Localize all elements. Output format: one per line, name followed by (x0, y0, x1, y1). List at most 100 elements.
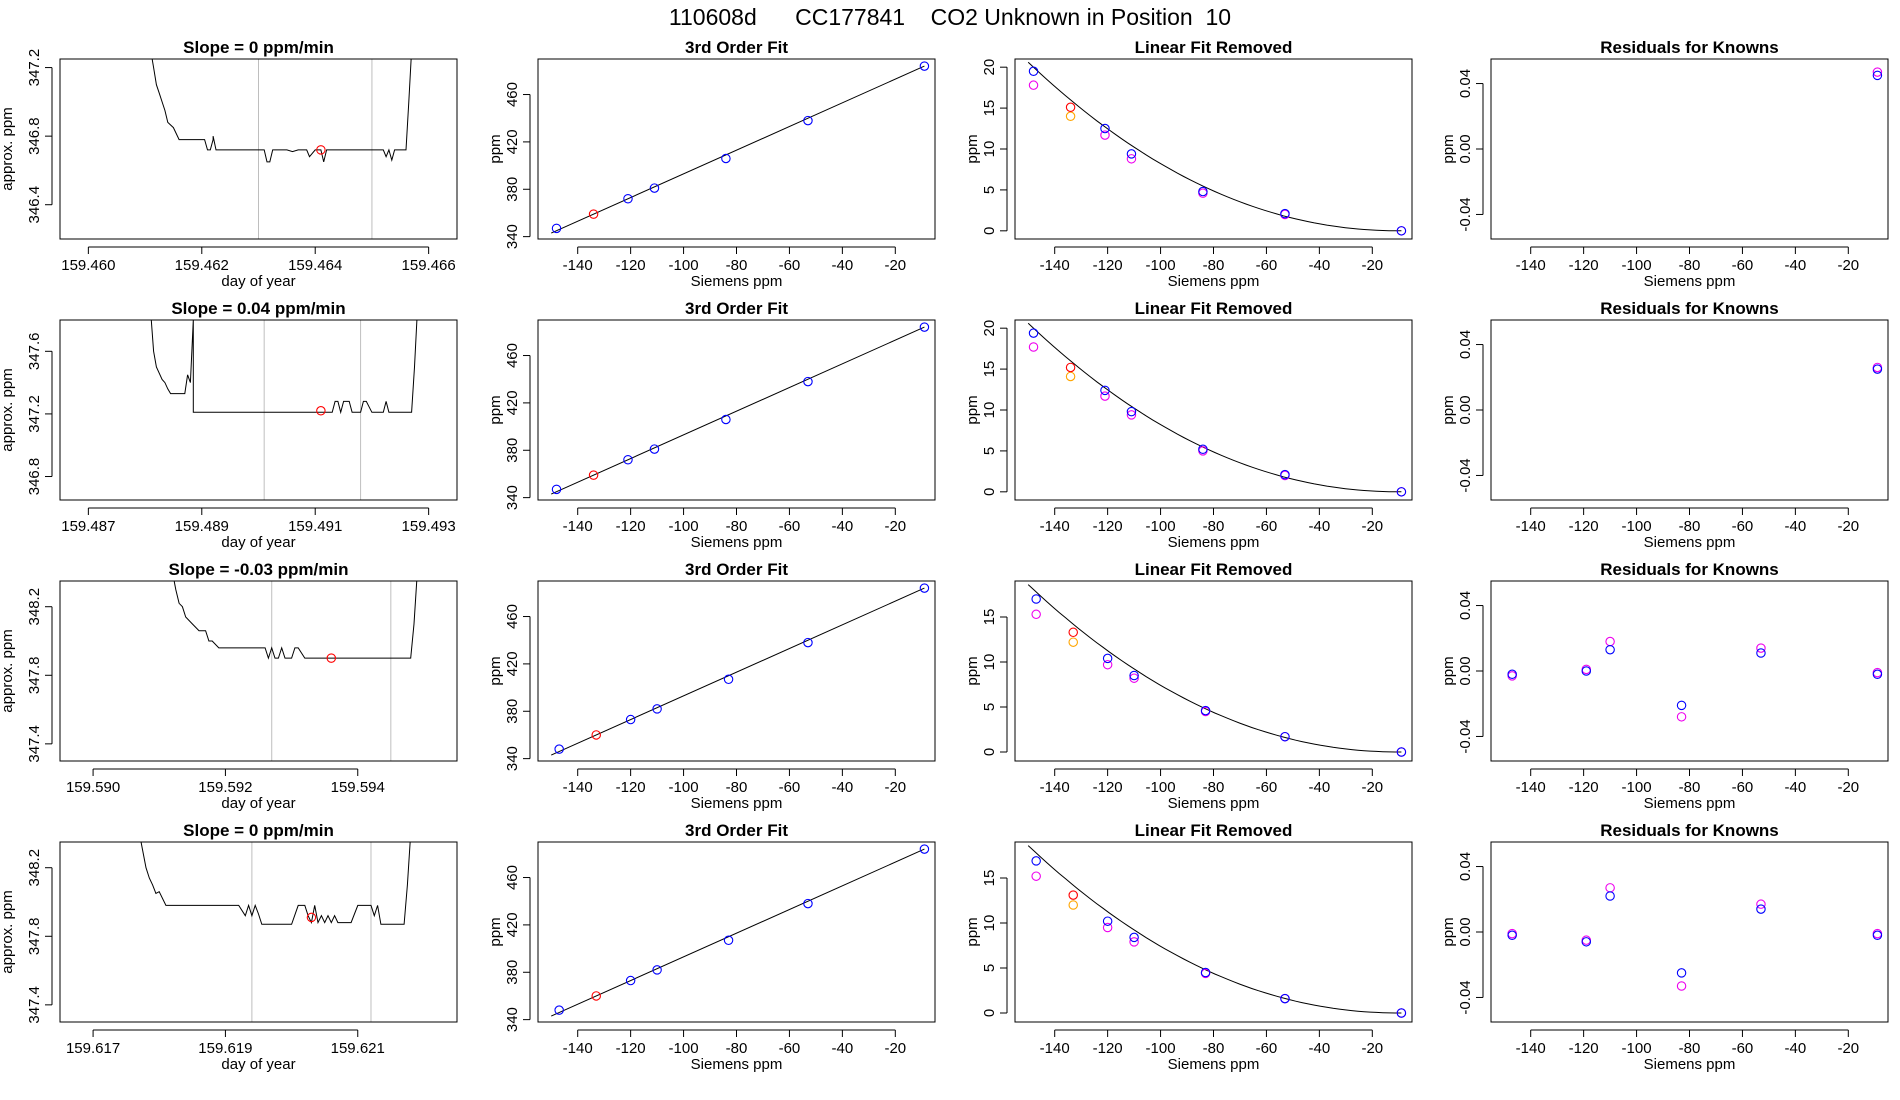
x-axis-label: Siemens ppm (1168, 273, 1260, 290)
fit-curve (1027, 322, 1402, 493)
panel-r1-c1: Slope = 0 ppm/min 159.460 159.462 159.464 15… (0, 38, 458, 290)
panel-r4-c1: Slope = 0 ppm/min 159.617 159.619 159.621 da… (0, 821, 458, 1073)
y-tick-label: 20 (981, 59, 998, 76)
known-point (1280, 993, 1290, 1004)
x-tick-label: -40 (1309, 257, 1331, 274)
plot-content (1027, 845, 1407, 1018)
panel-title: Slope = 0.04 ppm/min (171, 299, 345, 318)
plot-content (551, 322, 930, 495)
known-point (1126, 406, 1137, 417)
known-point (649, 444, 660, 454)
y-axis-label: ppm (964, 134, 981, 163)
alt-point (1126, 410, 1137, 420)
plot-content (1027, 322, 1407, 497)
panel-r1-c2: 3rd Order Fit -140 -120 -100 -80 -60 -40 -20 Sie… (487, 38, 936, 290)
plot-frame (59, 319, 458, 501)
y-tick-label: 460 (504, 343, 521, 368)
y-tick-label: 10 (981, 654, 998, 671)
panel-title: Slope = 0 ppm/min (183, 821, 334, 840)
panel-title: Residuals for Knowns (1600, 560, 1779, 579)
known-point (1200, 967, 1211, 978)
y-tick-label: 0.00 (1457, 656, 1474, 685)
known-point (1198, 186, 1208, 197)
x-tick-label: -100 (1146, 1040, 1176, 1057)
x-axis-label: Siemens ppm (1168, 534, 1260, 551)
x-axis-label: day of year (221, 1056, 295, 1073)
x-tick-label: -40 (1785, 779, 1807, 796)
x-tick-label: 159.466 (402, 257, 456, 274)
x-tick-label: -40 (832, 779, 854, 796)
known-point (1605, 891, 1615, 901)
x-tick-label: -120 (1093, 1040, 1123, 1057)
unknown-point (1068, 890, 1078, 900)
page-title: 110608d CC177841 CO2 Unknown in Position… (668, 4, 1232, 30)
panel-r3-c2: 3rd Order Fit -140 -120 -100 -80 -60 -40 -20 Sie… (487, 560, 936, 812)
known-point (1280, 731, 1290, 742)
known-point (1872, 930, 1883, 941)
y-tick-label: 5 (981, 703, 998, 711)
panel-r4-c2: 3rd Order Fit -140 -120 -100 -80 -60 -40 -20 Sie… (487, 821, 936, 1073)
x-tick-label: -60 (1732, 1040, 1754, 1057)
y-tick-label: 340 (504, 746, 521, 771)
known-point (1507, 930, 1517, 941)
x-tick-label: 159.592 (198, 779, 252, 796)
x-tick-label: -40 (1309, 518, 1331, 535)
x-axis-label: Siemens ppm (691, 534, 783, 551)
y-tick-label: 340 (504, 224, 521, 249)
unknown-point (1065, 102, 1076, 113)
x-tick-label: -100 (1622, 1040, 1652, 1057)
panel-r2-c1: Slope = 0.04 ppm/min 159.487 159.489 159.49… (0, 299, 458, 551)
plot-frame (1490, 319, 1889, 501)
x-tick-label: -80 (1203, 518, 1225, 535)
x-axis-label: day of year (221, 795, 295, 812)
fit-line (551, 587, 925, 756)
known-point (1028, 66, 1039, 77)
y-tick-label: 420 (504, 129, 521, 154)
known-point (623, 454, 633, 465)
x-tick-label: -60 (779, 257, 801, 274)
y-axis-label: ppm (964, 656, 981, 685)
y-axis-label: ppm (487, 134, 504, 163)
x-axis-label: Siemens ppm (691, 273, 783, 290)
y-tick-label: 380 (504, 960, 521, 985)
known-point (652, 965, 662, 975)
x-tick-label: -100 (1622, 257, 1652, 274)
known-point (652, 704, 662, 714)
ppm-trace-line (150, 320, 418, 415)
fit-line (551, 326, 925, 495)
y-tick-label: 340 (504, 1007, 521, 1032)
alt-point (1100, 130, 1110, 140)
plot-frame (1014, 841, 1413, 1023)
panel-r4-c4: Residuals for Knowns -140 -120 -100 -80 -60 -4… (1440, 821, 1889, 1073)
y-tick-label: 0 (981, 488, 998, 496)
panel-title: Residuals for Knowns (1600, 38, 1779, 57)
alt-point (1102, 659, 1113, 670)
x-tick-label: -140 (1040, 518, 1070, 535)
panel-r3-c1: Slope = -0.03 ppm/min 159.590 159.592 159.5… (0, 560, 458, 812)
x-tick-label: -100 (669, 257, 699, 274)
unknown-point (588, 209, 599, 219)
x-tick-label: -140 (1516, 779, 1546, 796)
alt-point (1102, 922, 1113, 933)
y-tick-label: 347.2 (26, 395, 43, 433)
y-tick-label: 10 (981, 141, 998, 158)
alt-point (1676, 712, 1687, 722)
y-axis-label: ppm (964, 395, 981, 424)
y-axis-label: approx. ppm (0, 368, 16, 451)
x-tick-label: 159.617 (66, 1040, 120, 1057)
orange-point (1065, 111, 1076, 122)
y-tick-label: 347.8 (26, 918, 43, 956)
known-point (1396, 747, 1407, 757)
y-axis-label: approx. ppm (0, 107, 16, 190)
x-tick-label: -80 (1679, 257, 1701, 274)
panel-r3-c3: Linear Fit Removed -140 -120 -100 -80 -60 -40 -… (964, 560, 1413, 812)
x-tick-label: -60 (1732, 257, 1754, 274)
alt-point (1756, 643, 1766, 653)
plot-content (151, 59, 412, 239)
known-point (723, 674, 734, 685)
x-tick-label: -100 (1622, 518, 1652, 535)
x-tick-label: -20 (884, 518, 906, 535)
x-tick-label: -100 (669, 1040, 699, 1057)
y-tick-label: 10 (981, 402, 998, 419)
y-tick-label: 346.4 (26, 186, 43, 224)
